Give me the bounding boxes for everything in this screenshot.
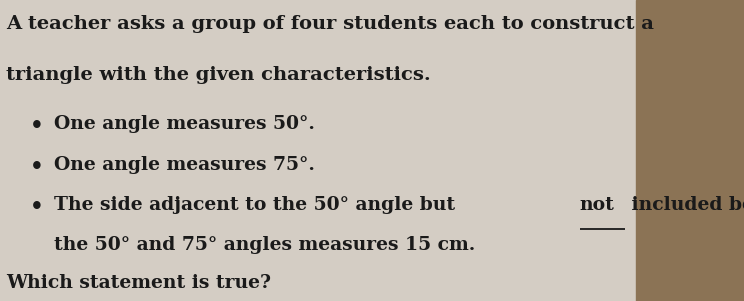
Text: One angle measures 75°.: One angle measures 75°. [54,156,315,174]
Text: •: • [30,116,43,136]
Text: •: • [30,157,43,176]
Text: triangle with the given characteristics.: triangle with the given characteristics. [6,66,431,84]
Text: included between: included between [624,196,744,214]
Text: The side adjacent to the 50° angle but: The side adjacent to the 50° angle but [54,196,461,214]
Text: •: • [30,197,43,217]
Text: the 50° and 75° angles measures 15 cm.: the 50° and 75° angles measures 15 cm. [54,236,475,254]
Text: Which statement is true?: Which statement is true? [6,274,271,292]
Text: A teacher asks a group of four students each to construct a: A teacher asks a group of four students … [6,15,654,33]
Text: One angle measures 50°.: One angle measures 50°. [54,115,315,133]
Text: not: not [580,196,615,214]
Bar [636,0,744,301]
